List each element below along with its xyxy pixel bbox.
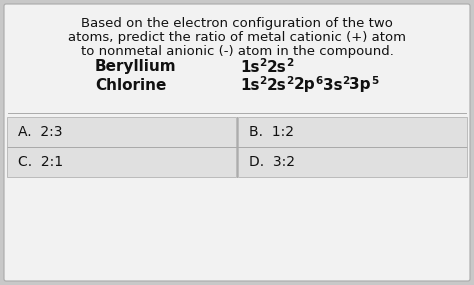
Text: 2: 2 bbox=[286, 76, 294, 86]
Text: atoms, predict the ratio of metal cationic (+) atom: atoms, predict the ratio of metal cation… bbox=[68, 31, 406, 44]
FancyBboxPatch shape bbox=[4, 4, 470, 281]
Text: Beryllium: Beryllium bbox=[95, 60, 177, 74]
Text: C.  2:1: C. 2:1 bbox=[18, 155, 63, 169]
Text: Based on the electron configuration of the two: Based on the electron configuration of t… bbox=[81, 17, 393, 30]
Text: D.  3:2: D. 3:2 bbox=[249, 155, 295, 169]
Text: 1s: 1s bbox=[240, 78, 259, 93]
Text: 2p: 2p bbox=[294, 78, 315, 93]
Text: 2: 2 bbox=[286, 58, 294, 68]
Text: 6: 6 bbox=[315, 76, 323, 86]
Text: 5: 5 bbox=[371, 76, 378, 86]
Text: 2s: 2s bbox=[267, 60, 286, 74]
Text: A.  2:3: A. 2:3 bbox=[18, 125, 63, 139]
Text: 2s: 2s bbox=[267, 78, 286, 93]
Text: 3s: 3s bbox=[323, 78, 342, 93]
Text: 3p: 3p bbox=[349, 78, 371, 93]
Text: to nonmetal anionic (-) atom in the compound.: to nonmetal anionic (-) atom in the comp… bbox=[81, 45, 393, 58]
Text: B.  1:2: B. 1:2 bbox=[249, 125, 294, 139]
Text: 1s: 1s bbox=[240, 60, 259, 74]
FancyBboxPatch shape bbox=[7, 117, 236, 147]
Text: 2: 2 bbox=[259, 76, 267, 86]
FancyBboxPatch shape bbox=[7, 147, 236, 177]
Text: Chlorine: Chlorine bbox=[95, 78, 166, 93]
FancyBboxPatch shape bbox=[238, 147, 467, 177]
Text: 2: 2 bbox=[259, 58, 267, 68]
FancyBboxPatch shape bbox=[238, 117, 467, 147]
Text: 2: 2 bbox=[342, 76, 349, 86]
